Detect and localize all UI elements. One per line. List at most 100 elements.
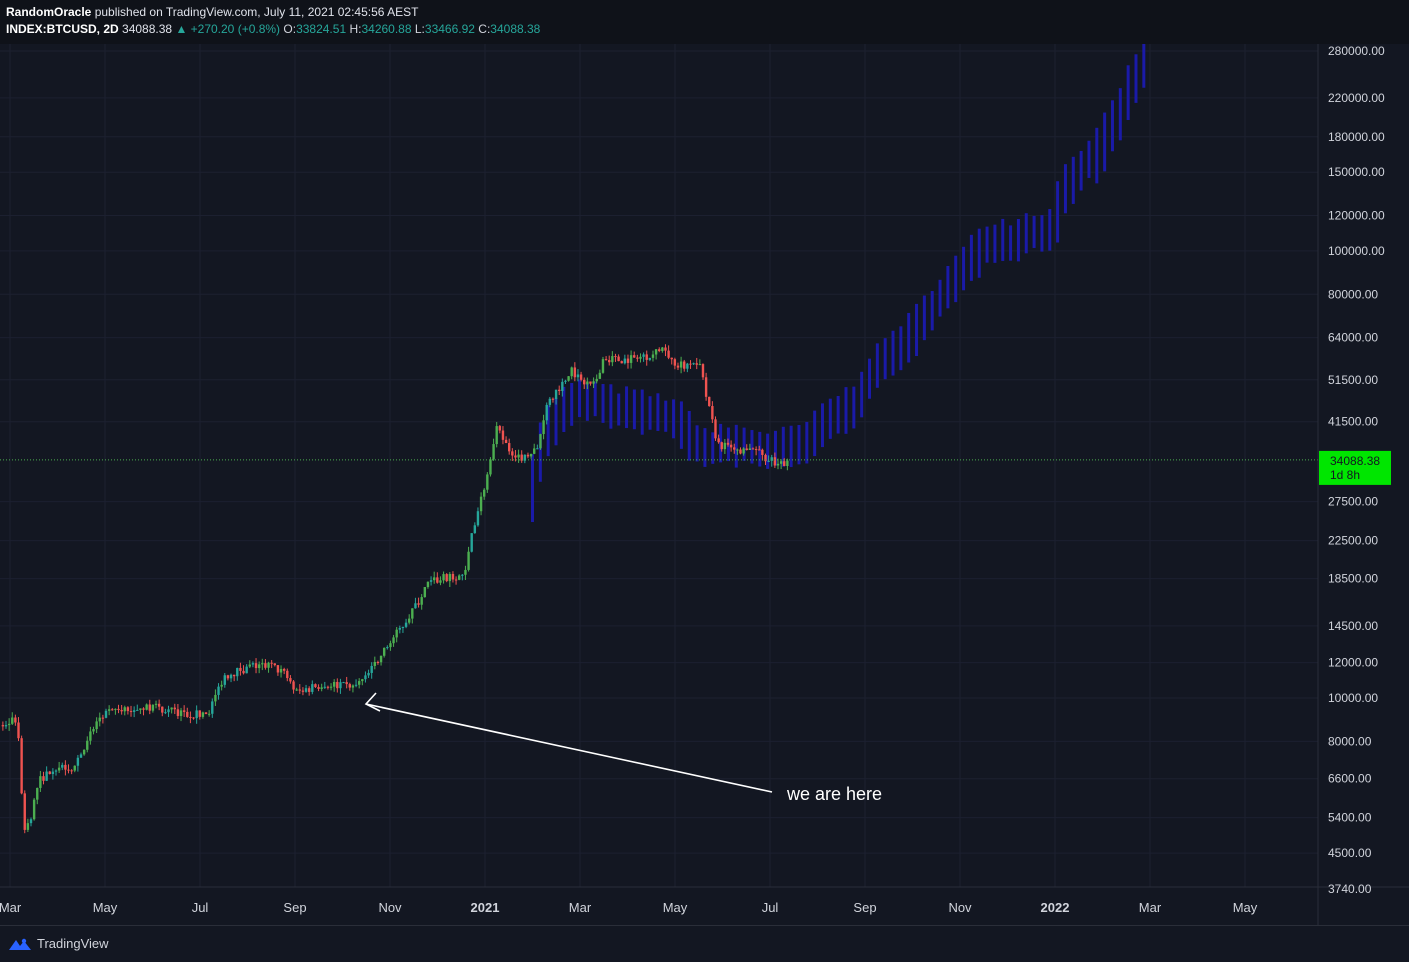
- candle-body: [45, 771, 48, 781]
- projection-bar: [1087, 140, 1091, 178]
- candle-body: [157, 703, 161, 707]
- projection-bar: [625, 386, 629, 429]
- candle-body: [748, 448, 752, 450]
- candle-body: [164, 712, 167, 714]
- candle-body: [161, 706, 164, 713]
- price-tick-label: 150000.00: [1328, 165, 1385, 179]
- candle-body: [301, 690, 305, 692]
- candle-body: [298, 689, 301, 691]
- time-axis[interactable]: Mar May Jul Sep Nov 2021 Mar May Jul Sep Nov 2022 Ma…: [0, 900, 1258, 915]
- candle-body: [539, 434, 542, 449]
- projection-bar: [593, 381, 597, 417]
- candle-body: [295, 689, 298, 691]
- candle-body: [661, 347, 664, 351]
- projection-bar: [993, 224, 997, 263]
- candle-body: [754, 449, 758, 451]
- candle-body: [307, 688, 311, 692]
- low-value: 33466.92: [424, 22, 475, 36]
- projection-bar: [632, 389, 636, 430]
- chart-area[interactable]: 280000.00 220000.00 180000.00 150000.00 1200…: [0, 35, 1409, 925]
- candle-body: [136, 709, 139, 711]
- projection-bar: [828, 398, 832, 439]
- candle-body: [639, 356, 642, 359]
- candle-body: [617, 356, 620, 362]
- projection-bar: [1056, 181, 1060, 243]
- candle-body: [561, 381, 564, 392]
- projection-bar: [609, 384, 613, 429]
- candle-body: [695, 363, 698, 365]
- last-price: 34088.38: [122, 22, 173, 36]
- candle-body: [461, 574, 464, 576]
- symbol-label[interactable]: INDEX:BTCUSD, 2D: [6, 22, 119, 36]
- candle-body: [520, 454, 523, 461]
- projection-bar: [860, 371, 864, 418]
- time-tick-label: May: [663, 900, 688, 915]
- candle-body: [670, 357, 673, 360]
- projection-bar: [1095, 127, 1099, 184]
- candle-body: [423, 587, 427, 598]
- price-tick-label: 18500.00: [1328, 572, 1378, 586]
- candle-body: [558, 389, 561, 392]
- candle-body: [26, 823, 30, 830]
- price-axis[interactable]: 280000.00 220000.00 180000.00 150000.00 1200…: [1328, 44, 1385, 896]
- candle-body: [432, 577, 436, 581]
- time-tick-label: Nov: [948, 900, 972, 915]
- arrow-annotation[interactable]: we are here: [364, 692, 882, 804]
- candle-body: [758, 449, 761, 451]
- price-tag-countdown: 1d 8h: [1330, 468, 1360, 482]
- candle-body: [636, 357, 639, 359]
- candle-body: [179, 710, 183, 716]
- candle-body: [17, 722, 20, 739]
- brand-label: TradingView: [37, 936, 109, 951]
- open-label: O:: [283, 22, 297, 36]
- candle-body: [142, 708, 145, 710]
- candle-body: [554, 389, 558, 400]
- candle-body: [683, 361, 686, 369]
- projection-bar: [1009, 225, 1013, 261]
- author-name[interactable]: RandomOracle: [6, 5, 92, 19]
- candle-body: [386, 647, 389, 649]
- candle-body: [717, 438, 720, 443]
- candle-body: [470, 533, 473, 552]
- projection-bar: [585, 383, 589, 421]
- candle-body: [589, 381, 592, 384]
- candlesticks: [1, 344, 789, 834]
- candle-body: [257, 664, 261, 669]
- price-tick-label: 180000.00: [1328, 130, 1385, 144]
- candle-body: [217, 686, 220, 695]
- candle-body: [236, 667, 239, 677]
- candle-body: [567, 376, 570, 381]
- candle-body: [604, 359, 608, 361]
- candle-body: [486, 474, 489, 490]
- candle-body: [395, 629, 398, 638]
- candle-body: [276, 665, 280, 673]
- candle-body: [82, 749, 86, 755]
- price-chart[interactable]: 280000.00 220000.00 180000.00 150000.00 1200…: [0, 35, 1409, 925]
- price-tag-box: [1319, 450, 1391, 485]
- tradingview-brand[interactable]: TradingView: [8, 936, 109, 951]
- candle-body: [592, 381, 595, 384]
- candle-body: [586, 381, 589, 385]
- price-tick-label: 280000.00: [1328, 44, 1385, 58]
- projection-bar: [617, 393, 621, 426]
- candle-body: [633, 355, 636, 358]
- price-tag: 34088.38 1d 8h: [1319, 450, 1391, 485]
- candle-body: [167, 709, 170, 713]
- candle-body: [282, 668, 286, 671]
- candle-body: [123, 707, 126, 712]
- candle-body: [361, 679, 364, 682]
- candle-body: [401, 626, 405, 628]
- candle-body: [726, 442, 730, 445]
- chart-background: [0, 44, 1409, 925]
- price-tick-label: 6600.00: [1328, 772, 1372, 786]
- candle-body: [111, 709, 114, 711]
- projection-bar: [656, 393, 660, 431]
- projection-bar: [781, 426, 785, 467]
- projection-bar: [836, 396, 840, 434]
- candle-body: [704, 377, 708, 397]
- candle-body: [11, 717, 14, 724]
- candle-body: [57, 767, 61, 771]
- candle-body: [195, 710, 198, 719]
- candle-body: [239, 667, 242, 671]
- candle-body: [126, 707, 130, 712]
